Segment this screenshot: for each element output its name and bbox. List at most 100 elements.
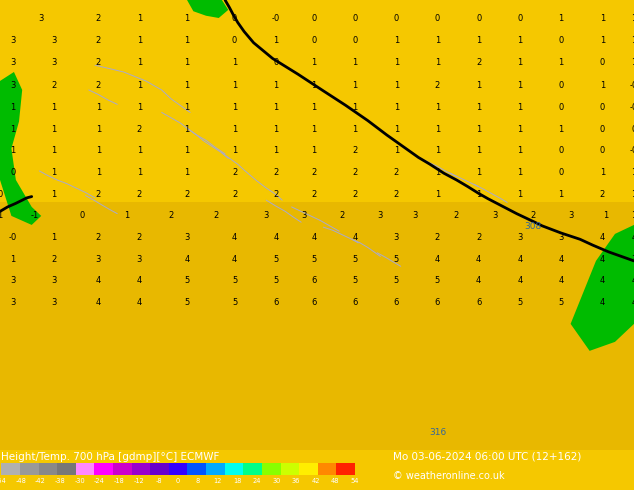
Text: 3: 3 [394,233,399,242]
Text: 1: 1 [51,233,56,242]
Text: 2: 2 [96,233,101,242]
Text: 3: 3 [137,255,142,264]
Text: 4: 4 [232,255,237,264]
Text: 4: 4 [517,276,522,285]
Bar [299,463,318,475]
Bar [1,463,20,475]
Text: 2: 2 [476,58,481,68]
Text: 5: 5 [353,276,358,285]
Text: 1: 1 [394,102,399,112]
Text: 1: 1 [137,102,142,112]
Text: 4: 4 [96,276,101,285]
Text: 0: 0 [353,36,358,45]
Text: 8: 8 [196,478,200,484]
Text: 5: 5 [232,298,237,307]
Text: 1: 1 [600,81,605,90]
Text: 2: 2 [96,14,101,24]
Text: 1: 1 [273,36,278,45]
Text: 1: 1 [311,124,316,134]
Text: 4: 4 [96,298,101,307]
Text: 1: 1 [51,146,56,155]
Text: 3: 3 [51,276,56,285]
Text: -24: -24 [94,478,105,484]
Text: -1: -1 [0,211,4,220]
Text: 1: 1 [124,211,129,220]
Text: 1: 1 [476,36,481,45]
Text: 1: 1 [311,81,316,90]
Text: 1: 1 [10,146,15,155]
Bar [281,463,299,475]
Text: 54: 54 [351,478,359,484]
Text: 4: 4 [311,233,316,242]
Text: -0: -0 [630,146,634,155]
Text: 1: 1 [273,102,278,112]
Text: 4: 4 [631,298,634,307]
Text: 3: 3 [39,14,44,24]
Text: 1: 1 [476,124,481,134]
Text: 6: 6 [394,298,399,307]
Bar [262,463,281,475]
Text: 1: 1 [184,14,190,24]
Text: 0: 0 [311,36,316,45]
Bar [0,202,634,450]
Text: 2: 2 [435,233,440,242]
Text: 1: 1 [96,168,101,177]
Text: 1: 1 [476,168,481,177]
Text: 1: 1 [435,168,440,177]
Text: 316: 316 [429,428,446,437]
Text: 0: 0 [600,146,605,155]
Bar [57,463,75,475]
Bar [113,463,132,475]
Text: 1: 1 [394,146,399,155]
Text: 1: 1 [435,190,440,199]
Text: 1: 1 [10,102,15,112]
Text: 6: 6 [353,298,358,307]
Text: 1: 1 [631,58,634,68]
Text: 1: 1 [137,81,142,90]
Text: 1: 1 [476,102,481,112]
Text: 2: 2 [137,124,142,134]
Text: 0: 0 [232,14,237,24]
Text: 3: 3 [631,255,634,264]
Text: -8: -8 [155,478,162,484]
Text: 1: 1 [273,81,278,90]
Text: 2: 2 [96,81,101,90]
Text: 0: 0 [559,146,564,155]
Text: © weatheronline.co.uk: © weatheronline.co.uk [393,471,505,481]
Text: 1: 1 [273,124,278,134]
Text: 1: 1 [394,58,399,68]
Text: 1: 1 [517,102,522,112]
Text: 6: 6 [311,276,316,285]
Text: 0: 0 [631,124,634,134]
Text: 2: 2 [435,81,440,90]
Text: 1: 1 [96,102,101,112]
Text: 0: 0 [600,58,605,68]
Text: 5: 5 [394,276,399,285]
Text: 3: 3 [10,36,15,45]
Text: 5: 5 [232,276,237,285]
Text: 4: 4 [273,233,278,242]
Text: 4: 4 [600,255,605,264]
Text: 1: 1 [232,146,237,155]
Text: Mo 03-06-2024 06:00 UTC (12+162): Mo 03-06-2024 06:00 UTC (12+162) [393,452,581,462]
Text: 2: 2 [137,233,142,242]
Text: 2: 2 [273,190,278,199]
Text: 1: 1 [232,58,237,68]
Text: 1: 1 [476,190,481,199]
Text: 3: 3 [492,211,497,220]
Text: 1: 1 [184,58,190,68]
Text: 5: 5 [394,255,399,264]
Text: 2: 2 [96,36,101,45]
Text: 1: 1 [394,36,399,45]
Text: 0: 0 [80,211,85,220]
Text: 1: 1 [353,58,358,68]
Text: -0: -0 [630,102,634,112]
Bar [150,463,169,475]
Text: 3: 3 [10,276,15,285]
Text: 5: 5 [435,276,440,285]
Text: 1: 1 [51,102,56,112]
Text: -42: -42 [35,478,46,484]
Text: 1: 1 [476,146,481,155]
Text: 1: 1 [435,124,440,134]
Text: 1: 1 [10,255,15,264]
